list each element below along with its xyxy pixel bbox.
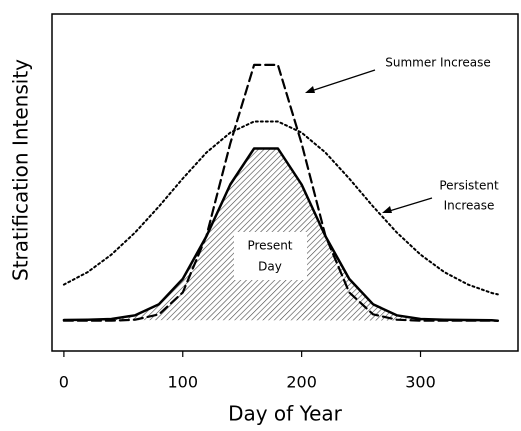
arrow [385,197,433,213]
arrowhead [305,86,315,93]
x-axis-label: Day of Year [228,402,343,426]
series-line [62,63,499,322]
annotation: Summer Increase [385,56,491,70]
arrowhead [382,206,392,213]
annotation: Present [247,239,292,253]
annotation: Increase [444,199,495,213]
annotation: Persistent [439,179,499,193]
x-tick-label: 300 [405,373,436,392]
annotation: Day [258,260,282,274]
label-box [234,232,307,280]
x-tick-label: 100 [167,373,198,392]
series-line [62,147,500,322]
y-axis-label: Stratification Intensity [9,59,33,281]
series-line [62,120,499,296]
x-tick-label: 200 [286,373,317,392]
x-tick-label: 0 [59,373,69,392]
plot-frame [51,13,519,352]
plot-area [62,63,500,322]
arrow [307,69,376,93]
